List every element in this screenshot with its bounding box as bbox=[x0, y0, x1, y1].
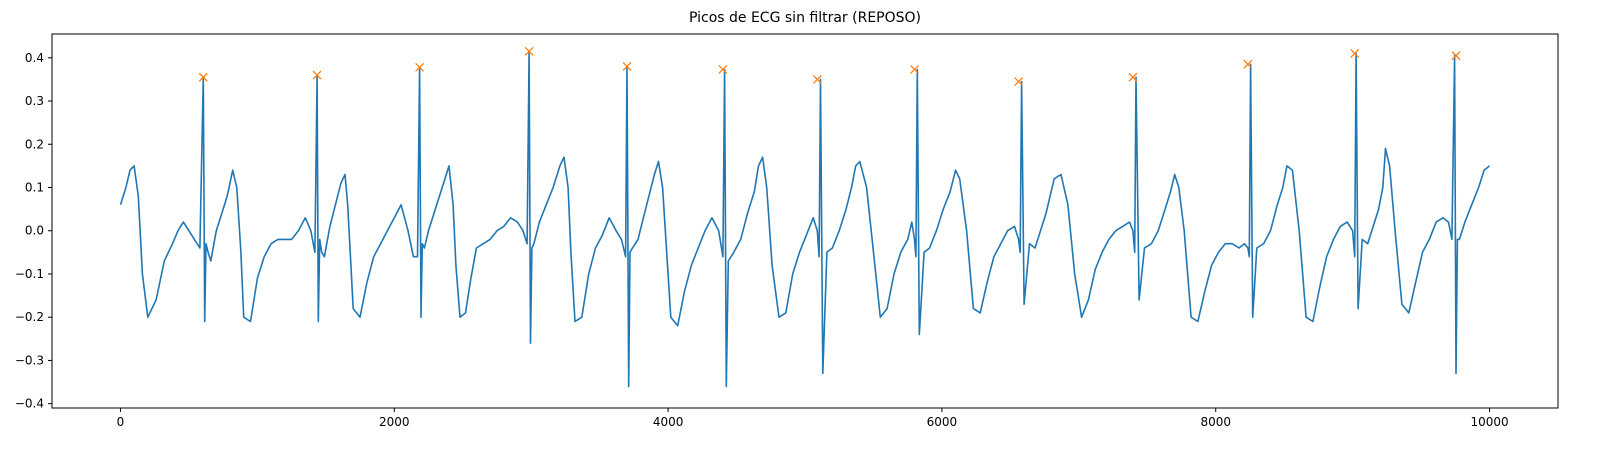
peak-marker bbox=[198, 72, 208, 82]
peak-marker bbox=[1128, 72, 1138, 82]
chart-title: Picos de ECG sin filtrar (REPOSO) bbox=[689, 10, 921, 26]
peak-marker bbox=[1014, 77, 1024, 87]
x-tick-label: 0 bbox=[117, 415, 125, 429]
y-tick-label: −0.3 bbox=[15, 353, 44, 367]
peak-marker bbox=[415, 62, 425, 72]
peak-marker bbox=[622, 61, 632, 71]
ecg-signal-line bbox=[119, 50, 1490, 388]
peak-marker bbox=[812, 74, 822, 84]
peak-marker bbox=[910, 64, 919, 74]
peak-marker bbox=[312, 70, 322, 80]
y-tick-label: 0.4 bbox=[25, 51, 44, 65]
y-tick-label: −0.2 bbox=[15, 310, 44, 324]
x-tick-label: 2000 bbox=[379, 415, 410, 429]
x-tick-label: 8000 bbox=[1200, 415, 1231, 429]
y-tick-label: 0.2 bbox=[25, 137, 44, 151]
axes: 0 2000 4000 6000 8000 10000 −0.4 −0.3 −0.2 −0.1 0.… bbox=[15, 33, 1559, 429]
peak-marker bbox=[1350, 48, 1360, 58]
y-tick-label: 0.1 bbox=[25, 180, 44, 194]
axes-frame bbox=[51, 33, 1559, 409]
peak-marker bbox=[1243, 59, 1253, 69]
peak-marker bbox=[718, 64, 728, 74]
x-tick-label: 6000 bbox=[927, 415, 958, 429]
y-tick-label: 0.0 bbox=[25, 224, 44, 238]
y-tick-label: −0.4 bbox=[15, 397, 44, 411]
peak-marker bbox=[524, 46, 534, 56]
y-tick-label: 0.3 bbox=[25, 94, 44, 108]
y-tick-label: −0.1 bbox=[15, 267, 44, 281]
plot-area bbox=[119, 46, 1490, 388]
x-tick-label: 10000 bbox=[1470, 415, 1508, 429]
x-tick-label: 4000 bbox=[653, 415, 684, 429]
peak-marker bbox=[1451, 51, 1461, 61]
